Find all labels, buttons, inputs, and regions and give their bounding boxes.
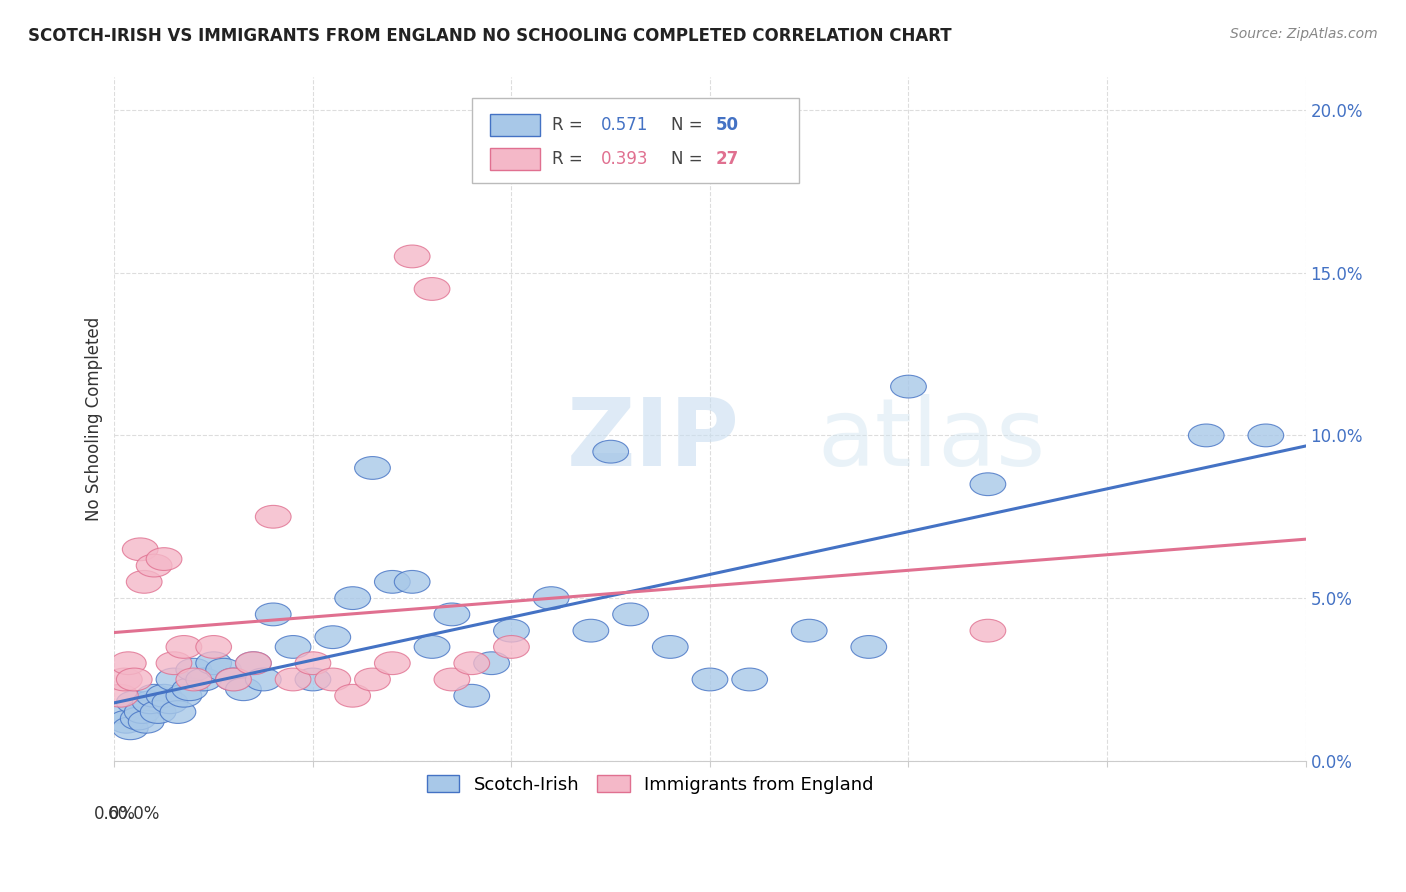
Ellipse shape [494,619,529,642]
Text: R =: R = [551,150,582,168]
Ellipse shape [494,635,529,658]
FancyBboxPatch shape [489,148,540,169]
Ellipse shape [176,668,212,691]
Ellipse shape [166,635,201,658]
Ellipse shape [103,684,138,707]
Text: 60.0%: 60.0% [108,805,160,823]
Ellipse shape [128,710,165,733]
Ellipse shape [136,554,172,577]
Text: SCOTCH-IRISH VS IMMIGRANTS FROM ENGLAND NO SCHOOLING COMPLETED CORRELATION CHART: SCOTCH-IRISH VS IMMIGRANTS FROM ENGLAND … [28,27,952,45]
Ellipse shape [195,652,232,674]
FancyBboxPatch shape [472,98,799,184]
Text: 50: 50 [716,116,740,134]
Ellipse shape [172,678,208,700]
Ellipse shape [851,635,887,658]
Ellipse shape [152,691,188,714]
Ellipse shape [335,587,371,609]
Ellipse shape [731,668,768,691]
Ellipse shape [415,635,450,658]
Ellipse shape [124,700,160,723]
Text: 0.393: 0.393 [600,150,648,168]
Ellipse shape [970,473,1005,496]
Ellipse shape [434,603,470,626]
Ellipse shape [111,652,146,674]
Ellipse shape [295,652,330,674]
Ellipse shape [107,668,142,691]
Ellipse shape [593,441,628,463]
Ellipse shape [1249,424,1284,447]
Ellipse shape [117,691,152,714]
Ellipse shape [692,668,728,691]
Ellipse shape [454,652,489,674]
Ellipse shape [225,678,262,700]
Ellipse shape [295,668,330,691]
Legend: Scotch-Irish, Immigrants from England: Scotch-Irish, Immigrants from England [419,768,882,801]
Text: 0.571: 0.571 [600,116,648,134]
Ellipse shape [215,668,252,691]
Ellipse shape [276,668,311,691]
Ellipse shape [652,635,688,658]
Text: ZIP: ZIP [567,393,740,485]
Ellipse shape [256,506,291,528]
Ellipse shape [890,376,927,398]
Ellipse shape [117,668,152,691]
Ellipse shape [574,619,609,642]
Text: 0.0%: 0.0% [93,805,135,823]
Ellipse shape [335,684,371,707]
Ellipse shape [104,700,141,723]
Ellipse shape [205,658,242,681]
Ellipse shape [970,619,1005,642]
Ellipse shape [246,668,281,691]
Ellipse shape [156,668,191,691]
Text: 27: 27 [716,150,740,168]
Ellipse shape [121,707,156,730]
Ellipse shape [156,652,191,674]
Ellipse shape [195,635,232,658]
Ellipse shape [315,626,350,648]
Ellipse shape [394,245,430,268]
Ellipse shape [613,603,648,626]
Ellipse shape [112,717,148,739]
Text: Source: ZipAtlas.com: Source: ZipAtlas.com [1230,27,1378,41]
Ellipse shape [215,668,252,691]
Ellipse shape [141,700,176,723]
Ellipse shape [792,619,827,642]
Ellipse shape [186,668,222,691]
Ellipse shape [1188,424,1225,447]
Ellipse shape [236,652,271,674]
Ellipse shape [146,548,181,571]
Text: atlas: atlas [817,393,1046,485]
Ellipse shape [354,457,391,479]
Ellipse shape [146,684,181,707]
Ellipse shape [256,603,291,626]
Ellipse shape [176,658,212,681]
Ellipse shape [434,668,470,691]
Text: N =: N = [671,116,702,134]
Ellipse shape [474,652,509,674]
Ellipse shape [160,700,195,723]
Ellipse shape [132,691,167,714]
Ellipse shape [354,668,391,691]
Ellipse shape [374,652,411,674]
Ellipse shape [136,684,172,707]
Ellipse shape [122,538,157,561]
Ellipse shape [533,587,569,609]
Ellipse shape [276,635,311,658]
Ellipse shape [108,710,145,733]
Ellipse shape [374,571,411,593]
Ellipse shape [315,668,350,691]
Text: R =: R = [551,116,582,134]
FancyBboxPatch shape [489,113,540,136]
Ellipse shape [127,571,162,593]
Ellipse shape [415,277,450,301]
Ellipse shape [394,571,430,593]
Y-axis label: No Schooling Completed: No Schooling Completed [86,317,103,521]
Ellipse shape [166,684,201,707]
Ellipse shape [236,652,271,674]
Text: N =: N = [671,150,702,168]
Ellipse shape [454,684,489,707]
